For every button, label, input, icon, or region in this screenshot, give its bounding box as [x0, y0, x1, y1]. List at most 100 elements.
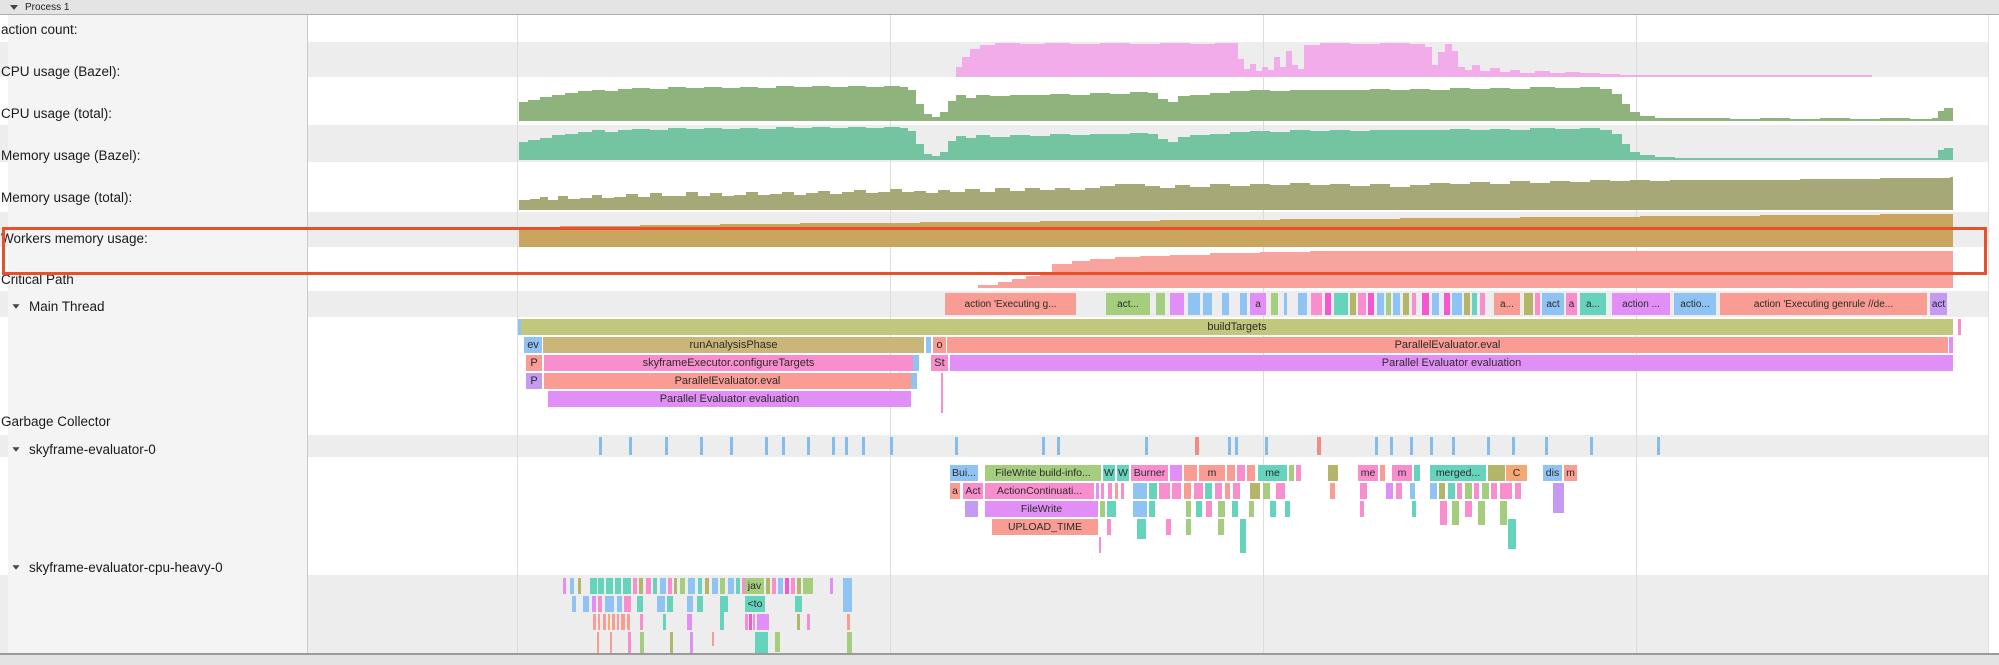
skyframe-evaluator-0-span[interactable]: me	[1258, 465, 1287, 481]
skyframe-evaluator-0-span[interactable]: Burner	[1131, 465, 1168, 481]
skyframe-evaluator-0-span[interactable]	[1465, 501, 1472, 517]
critical-path-span[interactable]	[1325, 293, 1331, 315]
skyframe-evaluator-0-span[interactable]	[1289, 465, 1294, 481]
skyframe-evaluator-cpu-heavy-0-span[interactable]	[687, 596, 693, 612]
skyframe-evaluator-cpu-heavy-0-span[interactable]	[723, 596, 728, 612]
skyframe-evaluator-cpu-heavy-0-span[interactable]	[797, 614, 800, 630]
skyframe-evaluator-0-span[interactable]	[1474, 483, 1479, 499]
skyframe-evaluator-cpu-heavy-0-span[interactable]	[623, 578, 631, 594]
skyframe-evaluator-0-span[interactable]	[1491, 483, 1497, 499]
skyframe-evaluator-cpu-heavy-0-span[interactable]	[640, 632, 644, 656]
skyframe-evaluator-cpu-heavy-0-span[interactable]	[807, 614, 810, 630]
skyframe-evaluator-cpu-heavy-0-span[interactable]	[753, 614, 755, 630]
expand-triangle-icon[interactable]	[12, 304, 20, 309]
critical-path-span[interactable]	[1480, 293, 1485, 315]
sidebar-item-skyframe-evaluator-cpu-heavy-0[interactable]: skyframe-evaluator-cpu-heavy-0	[12, 560, 223, 575]
skyframe-evaluator-0-span[interactable]	[1225, 483, 1230, 499]
expand-triangle-icon[interactable]	[12, 565, 20, 570]
skyframe-evaluator-cpu-heavy-0-span[interactable]	[712, 578, 718, 594]
skyframe-evaluator-cpu-heavy-0-span[interactable]	[627, 614, 630, 630]
skyframe-evaluator-0-span[interactable]: me	[1358, 465, 1378, 481]
garbage-collector-span[interactable]	[955, 437, 958, 455]
garbage-collector-span[interactable]	[1545, 437, 1548, 455]
skyframe-evaluator-cpu-heavy-0-span[interactable]	[621, 614, 625, 630]
skyframe-evaluator-0-span[interactable]	[1440, 501, 1447, 525]
critical-path-span[interactable]	[1203, 293, 1212, 315]
main-thread-span[interactable]: buildTargets	[521, 319, 1953, 335]
skyframe-evaluator-cpu-heavy-0-span[interactable]	[637, 596, 643, 612]
critical-path-span[interactable]	[1156, 293, 1165, 315]
skyframe-evaluator-0-span[interactable]: m	[1564, 465, 1577, 481]
critical-path-span[interactable]: action 'Executing g...	[945, 293, 1076, 315]
main-thread-span[interactable]	[926, 337, 931, 353]
skyframe-evaluator-0-span[interactable]: ActionContinuati...	[985, 483, 1094, 499]
skyframe-evaluator-0-span[interactable]	[1186, 501, 1191, 517]
skyframe-evaluator-0-span[interactable]	[1465, 483, 1472, 499]
critical-path-span[interactable]	[1535, 293, 1540, 315]
main-thread-span[interactable]	[911, 373, 917, 389]
skyframe-evaluator-cpu-heavy-0-span[interactable]	[745, 614, 748, 630]
garbage-collector-span[interactable]	[890, 437, 893, 455]
critical-path-span[interactable]: act...	[1106, 293, 1150, 315]
main-thread-span[interactable]: runAnalysisPhase	[543, 337, 924, 353]
garbage-collector-span[interactable]	[1375, 437, 1378, 455]
skyframe-evaluator-0-span[interactable]	[1430, 483, 1437, 499]
skyframe-evaluator-0-span[interactable]: m	[1199, 465, 1225, 481]
critical-path-span[interactable]: action ...	[1612, 293, 1670, 315]
garbage-collector-span[interactable]	[730, 437, 733, 455]
skyframe-evaluator-cpu-heavy-0-span[interactable]	[578, 578, 581, 594]
skyframe-evaluator-0-span[interactable]	[1508, 519, 1516, 549]
main-thread-span[interactable]: o	[933, 337, 946, 353]
skyframe-evaluator-0-span[interactable]	[1218, 501, 1225, 517]
skyframe-evaluator-0-span[interactable]: a	[950, 483, 960, 499]
skyframe-evaluator-cpu-heavy-0-span[interactable]	[612, 614, 615, 630]
skyframe-evaluator-cpu-heavy-0-span[interactable]	[697, 596, 703, 612]
skyframe-evaluator-0-span[interactable]: W	[1103, 465, 1115, 481]
memory-usage-total-chart[interactable]	[0, 212, 1988, 247]
skyframe-evaluator-cpu-heavy-0-span[interactable]	[797, 578, 801, 594]
skyframe-evaluator-0-span[interactable]	[1247, 465, 1255, 481]
skyframe-evaluator-0-span[interactable]	[1360, 483, 1367, 499]
skyframe-evaluator-0-span[interactable]	[1096, 483, 1099, 499]
skyframe-evaluator-0-span[interactable]	[1233, 483, 1240, 499]
skyframe-evaluator-0-span[interactable]	[1137, 519, 1146, 539]
skyframe-evaluator-cpu-heavy-0-span[interactable]	[646, 578, 651, 594]
skyframe-evaluator-0-span[interactable]	[1172, 483, 1181, 499]
critical-path-span[interactable]: a	[1250, 293, 1266, 315]
skyframe-evaluator-cpu-heavy-0-span[interactable]	[605, 596, 614, 612]
skyframe-evaluator-0-span[interactable]	[1414, 465, 1420, 481]
main-thread-span[interactable]	[518, 319, 521, 335]
main-thread-span[interactable]: St	[931, 355, 948, 371]
garbage-collector-span[interactable]	[599, 437, 602, 455]
skyframe-evaluator-0-span[interactable]	[1205, 483, 1212, 499]
skyframe-evaluator-cpu-heavy-0-span[interactable]	[728, 578, 734, 594]
critical-path-span[interactable]	[1368, 293, 1374, 315]
skyframe-evaluator-0-span[interactable]	[1196, 501, 1202, 517]
skyframe-evaluator-cpu-heavy-0-span[interactable]: jav	[745, 578, 764, 594]
skyframe-evaluator-0-span[interactable]	[1159, 483, 1170, 499]
skyframe-evaluator-cpu-heavy-0-span[interactable]	[772, 578, 776, 594]
skyframe-evaluator-0-span[interactable]	[1452, 501, 1459, 525]
critical-path-span[interactable]	[1432, 293, 1439, 315]
garbage-collector-span[interactable]	[1590, 437, 1593, 455]
skyframe-evaluator-cpu-heavy-0-span[interactable]	[597, 632, 599, 662]
critical-path-span[interactable]	[1377, 293, 1384, 315]
skyframe-evaluator-cpu-heavy-0-span[interactable]	[720, 596, 724, 630]
skyframe-evaluator-cpu-heavy-0-span[interactable]	[766, 578, 770, 594]
critical-path-span[interactable]	[1452, 293, 1462, 315]
skyframe-evaluator-0-span[interactable]	[1107, 519, 1111, 535]
skyframe-evaluator-0-span[interactable]: UPLOAD_TIME	[992, 519, 1098, 535]
critical-path-span[interactable]	[1298, 293, 1307, 315]
skyframe-evaluator-cpu-heavy-0-span[interactable]	[690, 632, 693, 654]
critical-path-span[interactable]	[1524, 293, 1533, 315]
skyframe-evaluator-0-span[interactable]	[1099, 537, 1101, 553]
critical-path-span[interactable]: a...	[1494, 293, 1520, 315]
skyframe-evaluator-cpu-heavy-0-span[interactable]	[615, 578, 621, 594]
skyframe-evaluator-cpu-heavy-0-span[interactable]	[610, 632, 612, 654]
critical-path-span[interactable]	[1271, 293, 1278, 315]
garbage-collector-span[interactable]	[765, 437, 768, 455]
main-thread-span[interactable]: Parallel Evaluator evaluation	[950, 355, 1953, 371]
critical-path-span[interactable]	[1464, 293, 1470, 315]
skyframe-evaluator-0-span[interactable]	[1240, 519, 1246, 553]
skyframe-evaluator-0-span[interactable]	[1482, 483, 1489, 499]
